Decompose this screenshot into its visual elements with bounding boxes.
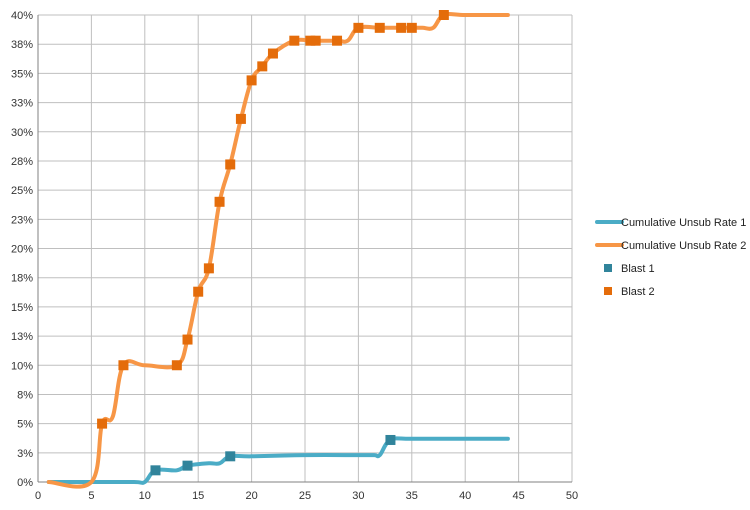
legend-label: Blast 2 (621, 286, 655, 298)
y-tick-label: 13% (11, 331, 33, 343)
x-tick-label: 50 (566, 490, 578, 502)
legend-label: Cumulative Unsub Rate 1 (621, 217, 746, 229)
series-marker-4 (214, 196, 225, 207)
series-line-1 (46, 436, 510, 485)
series-marker-4 (97, 418, 108, 429)
series-marker-4 (374, 22, 385, 33)
legend-label: Blast 1 (621, 263, 655, 275)
series-marker-3 (182, 460, 193, 471)
chart-legend: Cumulative Unsub Rate 1 Cumulative Unsub … (595, 217, 746, 298)
y-tick-label: 33% (11, 98, 33, 110)
series-marker-4 (353, 22, 364, 33)
y-tick-label: 15% (11, 302, 33, 314)
y-tick-label: 18% (11, 273, 33, 285)
chart-grid (37, 14, 573, 483)
legend-marker-swatch (604, 264, 612, 272)
series-marker-3 (225, 451, 236, 462)
series-marker-3 (385, 434, 396, 445)
series-marker-4 (438, 10, 449, 20)
x-tick-label: 5 (88, 490, 94, 502)
legend-marker-swatch (604, 287, 612, 295)
x-tick-label: 30 (352, 490, 364, 502)
x-tick-label: 0 (35, 490, 41, 502)
series-line-2 (46, 11, 510, 489)
y-tick-label: 5% (17, 419, 33, 431)
series-marker-4 (203, 263, 214, 274)
series-marker-4 (118, 360, 129, 371)
y-tick-label: 10% (11, 360, 33, 372)
series-markers (97, 10, 449, 476)
x-tick-label: 45 (512, 490, 524, 502)
x-tick-label: 20 (245, 490, 257, 502)
y-tick-label: 28% (11, 156, 33, 168)
series-marker-4 (310, 35, 321, 46)
series-marker-4 (193, 286, 204, 297)
x-tick-label: 15 (192, 490, 204, 502)
y-tick-label: 35% (11, 68, 33, 80)
y-axis-ticks: 0% 3% 5% 8% 10% 13% 15% 18% 20% 23% 25% 28% 30% 33% 35… (11, 10, 33, 489)
series-marker-4 (289, 35, 300, 46)
series-marker-4 (257, 61, 268, 72)
y-tick-label: 0% (17, 477, 33, 489)
series-marker-4 (396, 22, 407, 33)
x-tick-label: 10 (139, 490, 151, 502)
x-tick-label: 25 (299, 490, 311, 502)
x-axis-ticks: 0 5 10 15 20 25 30 35 40 45 50 (35, 490, 578, 502)
series-marker-4 (182, 334, 193, 345)
series-marker-4 (406, 22, 417, 33)
x-tick-label: 35 (406, 490, 418, 502)
series-marker-3 (150, 465, 161, 476)
y-tick-label: 38% (11, 39, 33, 51)
series-marker-4 (235, 113, 246, 124)
y-tick-label: 40% (11, 10, 33, 22)
series-marker-4 (225, 159, 236, 170)
series-marker-4 (246, 75, 257, 86)
series-marker-4 (267, 48, 278, 59)
series-marker-4 (171, 360, 182, 371)
y-tick-label: 23% (11, 214, 33, 226)
series-marker-4 (305, 35, 316, 46)
x-tick-label: 40 (459, 490, 471, 502)
series-marker-4 (332, 35, 343, 46)
y-tick-label: 3% (17, 448, 33, 460)
series-lines (46, 11, 510, 489)
y-tick-label: 8% (17, 389, 33, 401)
legend-label: Cumulative Unsub Rate 2 (621, 240, 746, 252)
y-tick-label: 25% (11, 185, 33, 197)
y-tick-label: 30% (11, 127, 33, 139)
y-tick-label: 20% (11, 244, 33, 256)
